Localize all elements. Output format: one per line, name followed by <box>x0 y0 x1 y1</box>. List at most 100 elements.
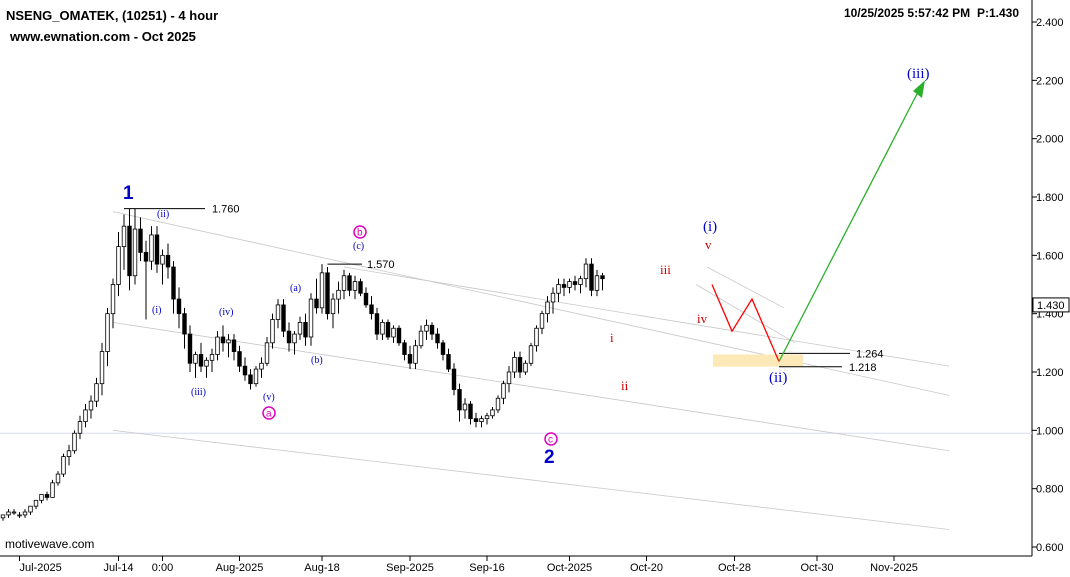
candle-body <box>583 263 589 280</box>
candle <box>116 232 121 297</box>
candle-body <box>209 354 215 361</box>
channel-line-3 <box>112 429 950 530</box>
sub-i-label: (i) <box>152 305 161 316</box>
x-tick-label: Oct-2025 <box>547 562 592 574</box>
candle <box>462 398 468 419</box>
candle-body <box>0 514 6 519</box>
candle-body <box>330 298 336 315</box>
candle <box>88 395 94 419</box>
candle-body <box>446 354 451 370</box>
candle-body <box>264 342 270 364</box>
candle <box>424 319 429 340</box>
candle <box>407 345 413 370</box>
candle <box>292 331 297 355</box>
candle-body <box>363 292 369 306</box>
candlestick-series[interactable] <box>0 208 605 521</box>
channel-line-5 <box>706 266 785 309</box>
candle <box>264 337 270 367</box>
candle-body <box>341 275 347 291</box>
candle-body <box>121 225 127 247</box>
sub-v-label: (v) <box>263 392 275 403</box>
candle <box>578 275 583 294</box>
candle <box>539 310 545 335</box>
candle-body <box>539 313 545 329</box>
candle <box>193 351 198 378</box>
candle <box>506 366 512 393</box>
candle <box>237 345 242 372</box>
candle-body <box>435 333 440 344</box>
time-axis[interactable]: Jul-2025 Jul-14 0:00 Aug-2025 Aug-18 Sep-2025… <box>19 556 918 574</box>
candle-body <box>297 322 303 335</box>
candle-body <box>402 342 407 355</box>
candle <box>187 325 193 372</box>
y-tick-label: 0.600 <box>1036 542 1064 554</box>
candle-body <box>473 418 479 422</box>
candle-body <box>50 482 55 498</box>
candle <box>231 334 237 361</box>
candle-body <box>512 357 517 373</box>
target-zone-box <box>713 354 803 367</box>
x-tick-label: Jul-2025 <box>20 562 62 574</box>
candle-body <box>391 327 396 338</box>
candle <box>55 471 61 486</box>
candle-body <box>545 301 550 315</box>
candle-body <box>160 254 165 265</box>
candle <box>589 258 594 297</box>
candle-body <box>358 281 363 294</box>
candle-body <box>457 389 462 411</box>
last-price-box <box>1032 297 1070 313</box>
channel-line-2 <box>112 322 950 452</box>
price-axis[interactable]: 0.6000.8001.0001.2001.4001.6001.8002.000… <box>1032 17 1064 554</box>
candle <box>0 514 6 521</box>
candle <box>369 296 374 320</box>
candle <box>402 339 407 361</box>
candle <box>567 278 572 294</box>
x-tick-label: Oct-30 <box>800 562 833 574</box>
candle <box>413 339 418 370</box>
y-tick-label: 2.000 <box>1036 134 1064 146</box>
candle <box>270 313 275 349</box>
candle-body <box>347 275 352 291</box>
circled-c-label: c <box>544 432 558 446</box>
candle <box>451 363 457 396</box>
candle-body <box>495 397 501 411</box>
circled-a-label-ring <box>262 406 276 420</box>
candle <box>550 287 556 314</box>
x-tick-label: Jul-14 <box>104 562 134 574</box>
candle <box>561 278 567 297</box>
candle-body <box>116 246 121 285</box>
candle <box>77 415 83 440</box>
candle-body <box>308 298 314 338</box>
candle <box>248 369 253 390</box>
candle-body <box>380 322 385 335</box>
projection-paths <box>711 80 925 362</box>
candle <box>17 512 22 518</box>
candle <box>138 217 143 262</box>
candle <box>286 322 292 352</box>
x-tick-label: Nov-2025 <box>870 562 918 574</box>
candle-body <box>528 345 534 364</box>
candle-body <box>154 234 160 265</box>
candle <box>484 412 490 425</box>
candle-body <box>237 351 242 367</box>
channel-line-4 <box>343 266 950 367</box>
candle-body <box>6 511 11 516</box>
candle <box>325 267 330 320</box>
candle <box>44 491 50 501</box>
candle-body <box>171 266 176 300</box>
candle <box>83 404 88 428</box>
candle <box>121 214 127 270</box>
candle-body <box>270 319 275 344</box>
circled-b-label-ring <box>353 225 367 239</box>
chart-symbol-title: NSENG_OMATEK, (10251) - 4 hour <box>6 8 219 23</box>
sub-iii-label: (iii) <box>191 387 206 398</box>
candle-body <box>220 336 226 344</box>
candle <box>440 339 446 361</box>
candle <box>446 348 451 372</box>
candle-body <box>66 450 72 457</box>
target-zone <box>713 354 803 367</box>
candle <box>512 351 517 378</box>
candle <box>479 415 484 428</box>
channel-line-1 <box>112 211 950 396</box>
